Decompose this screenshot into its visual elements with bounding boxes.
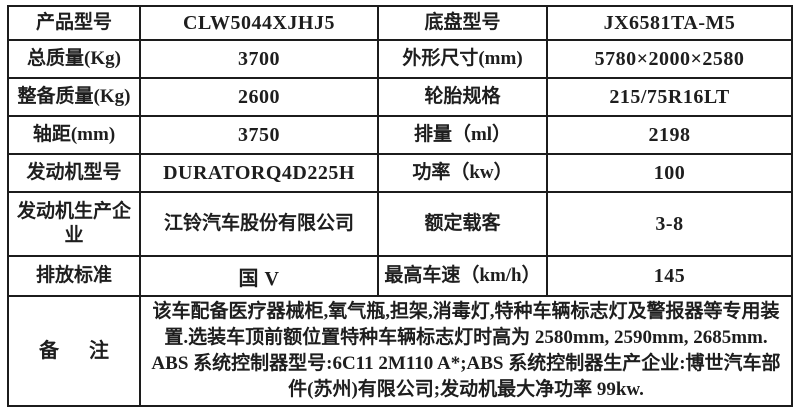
spec-label-engine-model: 发动机型号	[7, 153, 141, 193]
table-row: 发动机型号 DURATORQ4D225H 功率（kw） 100	[7, 153, 793, 193]
table-row: 整备质量(Kg) 2600 轮胎规格 215/75R16LT	[7, 77, 793, 117]
spec-value-dimensions: 5780×2000×2580	[546, 39, 793, 79]
spec-label-wheelbase: 轴距(mm)	[7, 115, 141, 155]
table-row: 产品型号 CLW5044XJHJ5 底盘型号 JX6581TA-M5	[7, 5, 793, 41]
spec-label-gross-weight: 总质量(Kg)	[7, 39, 141, 79]
spec-label-tire-spec: 轮胎规格	[377, 77, 548, 117]
spec-value-max-speed: 145	[546, 255, 793, 297]
spec-label-dimensions: 外形尺寸(mm)	[377, 39, 548, 79]
spec-value-tire-spec: 215/75R16LT	[546, 77, 793, 117]
spec-label-chassis-model: 底盘型号	[377, 5, 548, 41]
spec-value-engine-model: DURATORQ4D225H	[139, 153, 379, 193]
table-row: 排放标准 国 V 最高车速（km/h） 145	[7, 255, 793, 297]
spec-label-product-model: 产品型号	[7, 5, 141, 41]
spec-label-curb-weight: 整备质量(Kg)	[7, 77, 141, 117]
spec-value-emission-standard: 国 V	[139, 255, 379, 297]
table-row: 总质量(Kg) 3700 外形尺寸(mm) 5780×2000×2580	[7, 39, 793, 79]
spec-label-rated-passengers: 额定载客	[377, 191, 548, 257]
table-row: 发动机生产企业 江铃汽车股份有限公司 额定载客 3-8	[7, 191, 793, 257]
remark-label: 备 注	[7, 295, 141, 407]
spec-label-engine-manufacturer: 发动机生产企业	[7, 191, 141, 257]
spec-label-displacement: 排量（ml）	[377, 115, 548, 155]
vehicle-spec-table: 产品型号 CLW5044XJHJ5 底盘型号 JX6581TA-M5 总质量(K…	[7, 5, 793, 407]
spec-label-max-speed: 最高车速（km/h）	[377, 255, 548, 297]
table-row-remark: 备 注 该车配备医疗器械柜,氧气瓶,担架,消毒灯,特种车辆标志灯及警报器等专用装…	[7, 295, 793, 407]
spec-value-displacement: 2198	[546, 115, 793, 155]
spec-value-chassis-model: JX6581TA-M5	[546, 5, 793, 41]
spec-value-rated-passengers: 3-8	[546, 191, 793, 257]
spec-label-emission-standard: 排放标准	[7, 255, 141, 297]
spec-value-curb-weight: 2600	[139, 77, 379, 117]
spec-label-power: 功率（kw）	[377, 153, 548, 193]
spec-value-power: 100	[546, 153, 793, 193]
spec-value-gross-weight: 3700	[139, 39, 379, 79]
spec-value-product-model: CLW5044XJHJ5	[139, 5, 379, 41]
remark-text: 该车配备医疗器械柜,氧气瓶,担架,消毒灯,特种车辆标志灯及警报器等专用装置.选装…	[139, 295, 793, 407]
spec-value-wheelbase: 3750	[139, 115, 379, 155]
spec-value-engine-manufacturer: 江铃汽车股份有限公司	[139, 191, 379, 257]
table-row: 轴距(mm) 3750 排量（ml） 2198	[7, 115, 793, 155]
